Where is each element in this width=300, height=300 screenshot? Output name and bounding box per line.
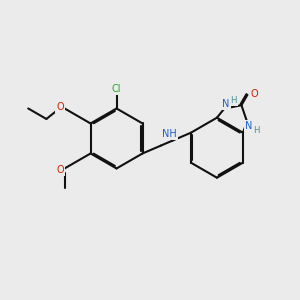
Text: N: N [245, 122, 253, 131]
Text: NH: NH [162, 129, 177, 139]
Text: H: H [230, 96, 237, 105]
Text: Cl: Cl [112, 84, 121, 94]
Text: O: O [250, 89, 258, 99]
Text: H: H [253, 126, 260, 135]
Text: O: O [56, 102, 64, 112]
Text: N: N [222, 99, 230, 109]
Text: O: O [56, 165, 64, 175]
